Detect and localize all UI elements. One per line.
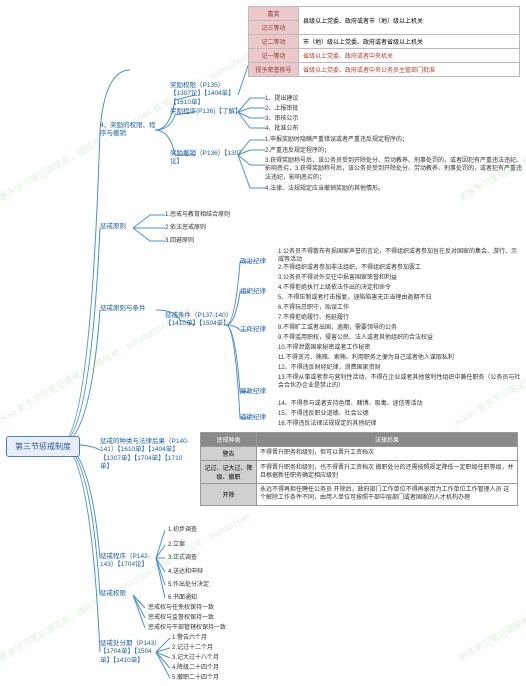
node-period: 惩戒处分期（P143）【1704单】【1504单】【1410单】 <box>100 640 158 665</box>
node-reward-revoke: 奖励撤销（P136）【1307论】 <box>170 150 248 167</box>
tbl1-r3t: 省级以上党委、政府或者中央机关 <box>299 49 520 63</box>
node-auth: 惩戒权限 <box>100 590 126 598</box>
l3: 3.公务员不得对外交往中损害国家荣誉和利益 <box>278 274 522 282</box>
reward-authority-table: 嘉奖县级以上党委、政府或者市（地）级以上机关 记三等功 记二等功市（地）级以上党… <box>248 6 520 77</box>
tbl2-r0h: 警告 <box>201 447 257 461</box>
node-reward-auth: 奖励权限（P135）【1307论】【1404单】【1610单】 <box>170 82 240 107</box>
f2: 惩戒权与监督权保持一致 <box>148 614 214 622</box>
node-work: 工作纪律 <box>240 326 266 334</box>
f1: 惩戒权与任免权保持一致 <box>148 604 214 612</box>
root-node: 第三节惩戒制度 <box>6 436 80 457</box>
tbl2-r1h: 记过、记大过、降级、撤职 <box>201 461 257 484</box>
n-b2: 2.依法惩戒原则 <box>165 224 206 232</box>
l16: 16.不得违反法律法规规定的其他纪律 <box>278 420 522 428</box>
node-principle: 惩戒原则 <box>100 223 126 231</box>
tbl2-r0t: 不得晋升职务和级别，但可以晋升工资档次 <box>257 447 518 461</box>
l8: 8.不得旷工或者出国，逾期，需要领导的公务 <box>278 324 522 332</box>
l7: 7.不得拒绝履行、拖延履行 <box>278 314 522 322</box>
tbl1-r4t: 省级以上党委、政府或者中央公务员主管部门批准 <box>299 63 520 77</box>
l10: 10.不得泄露国家秘密或者工作秘密 <box>278 344 522 352</box>
tbl2-r2h: 开除 <box>201 484 257 506</box>
tbl2-r1t: 不得晋升职务和级别，也不得晋升工资档次 撤职处分的还需按照规定降低一定职级任职等… <box>257 461 518 484</box>
l11: 11.不得贪污、贿赂、索贿、利用职务之便为自己或者他人谋取私利 <box>278 354 522 362</box>
e5: 5.作出处分决定 <box>168 581 209 589</box>
l5: 5、不得压制或者打击报复，诬陷陷害无正当理由逾期不归 <box>278 294 522 302</box>
watermark: 更多学习笔记请联系：微信号：linhaha1044 或 微信公众号：Hahasz… <box>456 509 526 664</box>
n-b1: 1.惩戒与教育相结合原则 <box>165 211 230 219</box>
tbl2-h0: 惩戒种类 <box>201 433 257 447</box>
g3: 3.记大过十八个月 <box>172 654 219 662</box>
n-a2-4: 4、批准公布 <box>265 125 298 133</box>
node-political: 政治纪律 <box>240 258 266 266</box>
l13: 13.不得从事或者参与营利性活动，不得在企业或者其他营利性组织中兼任职务（公务员… <box>278 374 522 391</box>
l15: 15、不得违反职业道德、社会公德 <box>278 410 522 418</box>
node-reward-proc: 奖励程序(P136)【了解】 <box>170 108 240 116</box>
e2: 2.立案 <box>168 541 185 549</box>
e4: 4.送达和申辩 <box>168 568 203 576</box>
watermark: szkao 更多学习笔记请联系：微信号：linhaha1044 或 微 <box>0 305 192 428</box>
node-proc: 惩戒程序（P142-143）【1704论】 <box>100 553 160 570</box>
g1: 1.警告六个月 <box>172 634 207 642</box>
l4: 4.不得拒绝执行上级依法作出的决定和命令 <box>278 284 522 292</box>
n-a3-2: 2.严重违反规定程序的； <box>265 147 515 155</box>
n-a2-1: 1、提出建议 <box>265 95 298 103</box>
tbl1-r2t: 市（地）级以上党委、政府或者省级以上机关 <box>299 35 520 49</box>
l9: 9.不得滥用职权，侵害公民、法人或者其他组织的合法权益 <box>278 334 522 342</box>
l14: 14、不得参与或者支持色情、赌博、吸毒、迷信等活动 <box>278 400 522 408</box>
tbl2-r2t: 永远不得再担任聘任公务员 开除后，政府部门工作单位不得再录用为工作单位工作管理人… <box>257 484 518 506</box>
tbl2-h1: 法律后果 <box>257 433 518 447</box>
g5: 5.撤职二十四个月 <box>172 674 219 682</box>
n-a2-3: 3、审核公示 <box>265 115 298 123</box>
tbl1-r0t: 县级以上党委、政府或者市（地）级以上机关 <box>299 7 520 35</box>
tbl1-r0h: 嘉奖 <box>249 7 299 21</box>
e3: 3.正式调查 <box>168 554 197 562</box>
g2: 2.记过十二个月 <box>172 644 213 652</box>
f3: 惩戒权与干部管辖权保持一致 <box>148 624 226 632</box>
node-cond-detail: 惩戒条件（P137-140）【1410单】【1504单】 <box>165 312 230 329</box>
node-integrity: 廉政纪律 <box>240 388 266 396</box>
l6: 6.不得玩忽职守，贻误工作 <box>278 304 522 312</box>
node-reward: 4、奖励的权限、程序与撤销 <box>100 122 160 139</box>
e1: 1.初步调查 <box>168 526 197 534</box>
n-b3: 3.回避原则 <box>165 237 194 245</box>
n-a3-4: 4.法律、法规规定应当撤销奖励的其他情形。 <box>265 185 515 193</box>
tbl1-r3h: 记一等功 <box>249 49 299 63</box>
l2: 2.不得组织或者参加非法组织，不得组织或者参加罢工 <box>278 264 522 272</box>
n-a3-3: 3.获得奖励称号后，该公务员受到开除处分、劳动教养、刑事处罚的，或者因犯有严重违… <box>265 157 523 182</box>
l12: 12、不得违反财经纪律，浪费国家资财 <box>278 364 522 372</box>
tbl1-r4h: 授予荣誉称号 <box>249 63 299 77</box>
n-a2-2: 2、上报审批 <box>265 105 298 113</box>
e6: 6.书面通知 <box>168 594 197 602</box>
tbl1-r1h: 记三等功 <box>249 21 299 35</box>
node-org: 组织纪律 <box>240 288 266 296</box>
g4: 4.降级二十四个月 <box>172 664 219 672</box>
node-types: 惩戒的种类与法律后果（P140-141）【1610单】【1404单】【1307单… <box>100 438 190 472</box>
l1: 1.公务员不得散布有损国家声誉的言论，不得组织或者参加旨在反对国家的集会、游行、… <box>278 248 522 265</box>
tbl1-r2h: 记二等功 <box>249 35 299 49</box>
node-moral: 道德纪律 <box>240 414 266 422</box>
node-cond: 惩戒原则与条件 <box>100 305 146 313</box>
n-a3-1: 1.申报奖励时隐瞒严重错误或者严重违反规定程序的； <box>265 136 515 144</box>
penalty-consequence-table: 惩戒种类法律后果 警告不得晋升职务和级别，但可以晋升工资档次 记过、记大过、降级… <box>200 432 518 506</box>
